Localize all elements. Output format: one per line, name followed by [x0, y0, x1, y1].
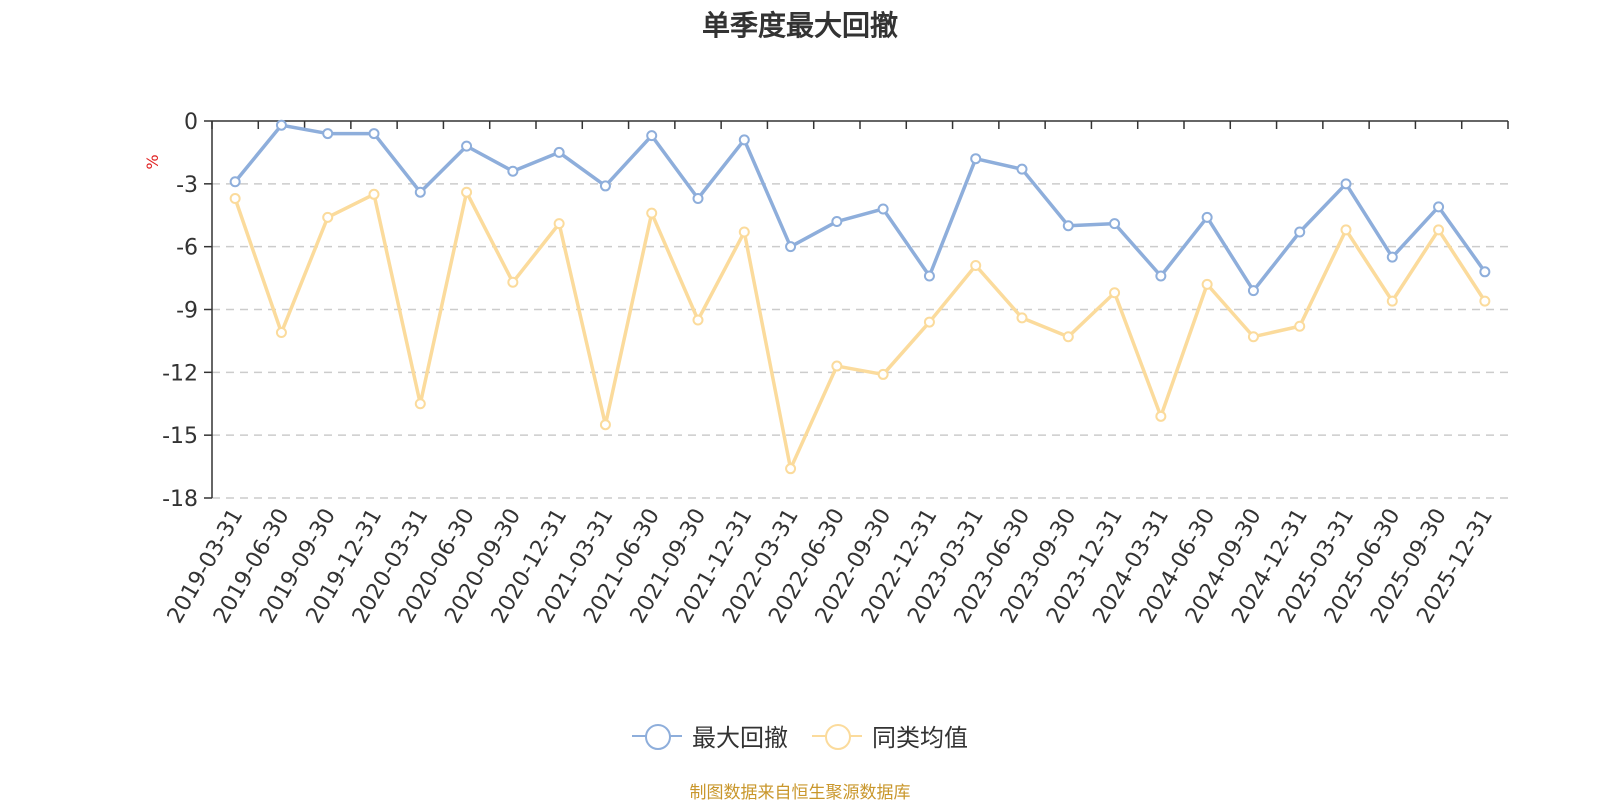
data-point [1201, 278, 1213, 290]
data-point [507, 165, 519, 177]
data-point [877, 368, 889, 380]
data-point [785, 241, 797, 253]
data-point [322, 211, 334, 223]
data-point [970, 260, 982, 272]
data-point [1294, 320, 1306, 332]
y-axis-label: % [143, 154, 162, 169]
circle-line-icon [632, 721, 682, 751]
y-tick-label: -12 [162, 361, 198, 386]
data-point [1340, 224, 1352, 236]
y-tick-label: -3 [176, 173, 198, 198]
data-point [1479, 266, 1491, 278]
data-point [1479, 295, 1491, 307]
data-point [1109, 218, 1121, 230]
legend-item-series1[interactable]: 最大回撤 [632, 718, 788, 753]
data-point [1294, 226, 1306, 238]
data-point [738, 134, 750, 146]
data-point [461, 186, 473, 198]
data-point [275, 119, 287, 131]
legend-item-series2[interactable]: 同类均值 [812, 718, 968, 753]
data-point [831, 360, 843, 372]
data-point [1340, 178, 1352, 190]
data-point [877, 203, 889, 215]
data-point [1386, 295, 1398, 307]
data-point [1062, 331, 1074, 343]
data-point [1386, 251, 1398, 263]
data-point [1433, 201, 1445, 213]
data-point [785, 463, 797, 475]
data-point [1109, 287, 1121, 299]
data-point [1155, 270, 1167, 282]
data-point [1247, 331, 1259, 343]
data-point [553, 146, 565, 158]
data-point [368, 128, 380, 140]
data-point [414, 186, 426, 198]
data-point [1247, 285, 1259, 297]
y-tick-label: 0 [184, 110, 198, 135]
y-tick-label: -9 [176, 299, 198, 324]
chart-title: 单季度最大回撤 [701, 9, 898, 42]
data-point [692, 314, 704, 326]
y-tick-label: -15 [162, 424, 198, 449]
data-point [322, 128, 334, 140]
data-point [507, 276, 519, 288]
data-point [553, 218, 565, 230]
data-point [646, 207, 658, 219]
data-point [1062, 220, 1074, 232]
data-point [923, 270, 935, 282]
series-line-2 [233, 190, 1487, 471]
legend-label: 最大回撤 [692, 724, 788, 752]
data-point [646, 130, 658, 142]
y-tick-label: -18 [162, 487, 198, 512]
series-layer [229, 119, 1491, 475]
data-point [461, 140, 473, 152]
data-point [229, 192, 241, 204]
legend-label: 同类均值 [872, 724, 968, 752]
y-tick-label: -6 [176, 236, 198, 261]
data-point [414, 398, 426, 410]
data-point [229, 176, 241, 188]
source-note: 制图数据来自恒生聚源数据库 [689, 783, 911, 803]
data-point [275, 327, 287, 339]
axis-layer: 0-3-6-9-12-15-18%2019-03-312019-06-30201… [143, 110, 1509, 628]
data-point [1155, 410, 1167, 422]
data-point [970, 153, 982, 165]
series-line-1 [233, 123, 1487, 293]
data-point [599, 180, 611, 192]
data-point [368, 188, 380, 200]
legend: 最大回撤 同类均值 [0, 718, 1600, 753]
data-point [738, 226, 750, 238]
circle-line-icon [812, 721, 862, 751]
data-point [1201, 211, 1213, 223]
data-point [1433, 224, 1445, 236]
data-point [831, 216, 843, 228]
data-point [692, 192, 704, 204]
data-point [923, 316, 935, 328]
data-point [1016, 312, 1028, 324]
data-point [599, 419, 611, 431]
data-point [1016, 163, 1028, 175]
